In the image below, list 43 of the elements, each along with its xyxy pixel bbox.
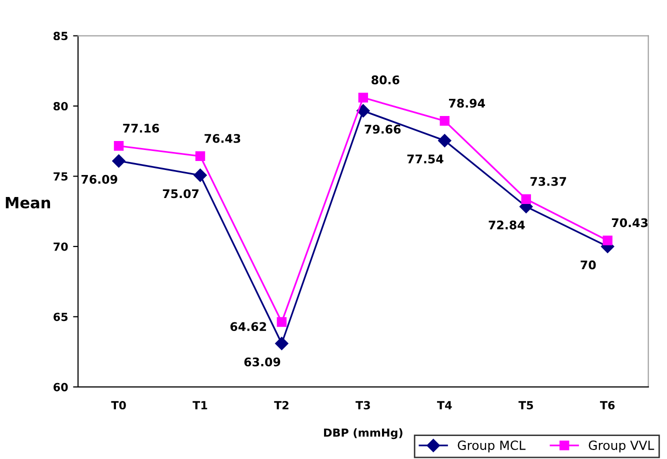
- x-tick-label: T3: [356, 401, 370, 410]
- y-tick-label: 85: [54, 32, 68, 40]
- x-tick-label: T1: [192, 401, 208, 410]
- point: [195, 151, 206, 162]
- data-label: 76.09: [81, 174, 118, 184]
- y-axis-title: Mean: [6, 197, 50, 208]
- point: [112, 154, 126, 168]
- y-tick-label: 60: [54, 382, 68, 392]
- data-label: 77.16: [123, 124, 160, 133]
- data-label: 79.66: [364, 124, 401, 134]
- point: [276, 317, 287, 327]
- x-axis-title: DBP (mmHg): [324, 428, 402, 440]
- x-tick-label: T4: [437, 401, 452, 410]
- point: [438, 134, 452, 148]
- data-label: 76.43: [204, 134, 240, 143]
- data-label: 75.07: [162, 189, 199, 198]
- point: [356, 104, 370, 118]
- x-tick-label: T5: [518, 401, 533, 410]
- point: [275, 336, 288, 350]
- point: [440, 116, 450, 126]
- legend-label: Group VVL: [588, 440, 654, 452]
- x-tick-label: T6: [600, 401, 615, 410]
- legend-label: Group MCL: [458, 440, 526, 452]
- data-label: 78.94: [448, 98, 485, 108]
- data-label: 64.62: [230, 322, 266, 332]
- point: [358, 92, 368, 102]
- point: [114, 141, 124, 151]
- data-label: 70.43: [612, 218, 648, 228]
- data-label: 63.09: [244, 357, 280, 366]
- point: [521, 194, 531, 204]
- y-tick-label: 70: [54, 242, 68, 251]
- data-label: 73.37: [530, 176, 566, 186]
- y-tick-label: 75: [54, 172, 68, 181]
- point: [194, 168, 207, 182]
- x-tick-label: T2: [274, 401, 288, 410]
- x-tick-label: T0: [111, 401, 126, 410]
- data-label: 70: [580, 260, 596, 270]
- y-tick-label: 65: [54, 312, 68, 322]
- data-label: 77.54: [407, 154, 444, 164]
- y-tick-label: 80: [54, 102, 68, 110]
- data-label: 80.6: [372, 75, 400, 84]
- point: [602, 236, 612, 246]
- data-label: 72.84: [488, 220, 525, 230]
